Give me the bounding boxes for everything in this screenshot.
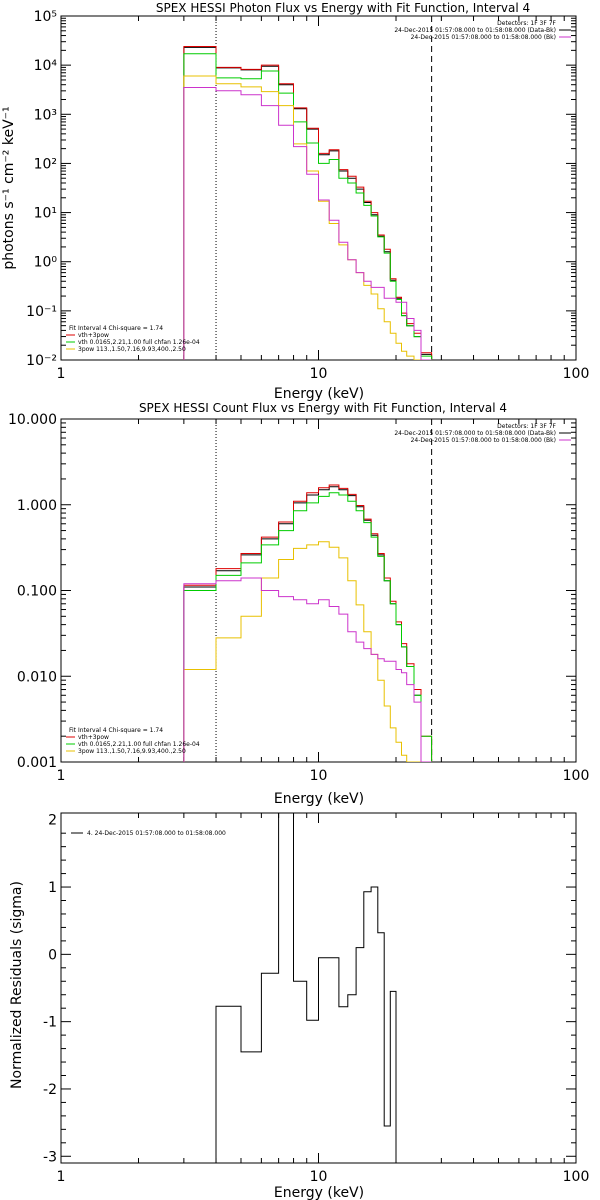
- y-tick-label: 0: [48, 947, 57, 963]
- series-data-bk: [183, 486, 433, 762]
- series-vth-3pow: [183, 484, 433, 762]
- y-tick-label: 1.000: [17, 498, 57, 514]
- y-tick-label: 10²: [34, 156, 57, 172]
- count-flux-panel: SPEX HESSI Count Flux vs Energy with Fit…: [8, 401, 590, 807]
- y-tick-label: 0.001: [17, 755, 57, 771]
- y-tick-label: 10⁵: [34, 9, 57, 25]
- legend-bottom-entry: Fit Interval 4 Chi-square = 1.74: [69, 325, 163, 332]
- x-tick-label: 10: [310, 768, 328, 784]
- legend-top-entry: 24-Dec-2015 01:57:08.000 to 01:58:08.000…: [394, 430, 556, 437]
- residuals-panel: Energy (keV) Normalized Residuals (sigma…: [9, 812, 590, 1200]
- y-tick-label: 1: [48, 880, 57, 896]
- series-data-bk: [183, 46, 433, 360]
- series-vth: [183, 53, 433, 360]
- plot-frame: [60, 418, 577, 763]
- series-vth-3pow: [183, 46, 433, 360]
- y-tick-label: 0.100: [17, 584, 57, 600]
- series-4-24-dec-2015-01-57-08-000-to-01-58-08-000: [215, 813, 397, 1163]
- x-tick-label: 100: [563, 768, 590, 784]
- legend-bottom-entry: vth+3pow: [78, 734, 109, 741]
- photon-flux-title: SPEX HESSI Photon Flux vs Energy with Fi…: [156, 1, 530, 15]
- series-layer: [183, 46, 433, 360]
- count-flux-title: SPEX HESSI Count Flux vs Energy with Fit…: [139, 401, 507, 415]
- legend-top-entry: 24-Dec-2015 01:57:08.000 to 01:58:08.000…: [394, 27, 556, 34]
- legend-bottom-entry: vth+3pow: [78, 332, 109, 339]
- series-vth: [183, 492, 433, 762]
- series-layer: [215, 813, 397, 1163]
- series-layer: [183, 484, 433, 762]
- y-tick-label: 10.000: [8, 412, 57, 428]
- series-bk: [183, 577, 433, 762]
- photon-flux-ylabel: photons s⁻¹ cm⁻² keV⁻¹: [1, 106, 17, 269]
- x-tick-label: 100: [563, 366, 590, 382]
- legend-bottom-entry: vth 0.0165,2.21,1.00 full chfan 1.26e-04: [78, 741, 200, 748]
- x-tick-label: 1: [57, 1169, 66, 1185]
- series-bk: [183, 87, 433, 360]
- legend-top-entry: 24-Dec-2015 01:57:08.000 to 01:58:08.000…: [411, 437, 556, 444]
- legend-top-entry: 24-Dec-2015 01:57:08.000 to 01:58:08.000…: [411, 34, 556, 41]
- y-tick-label: 10⁴: [34, 58, 58, 74]
- residuals-ylabel: Normalized Residuals (sigma): [9, 881, 25, 1089]
- legend-bottom-entry: Fit Interval 4 Chi-square = 1.74: [69, 727, 163, 734]
- y-tick-label: -1: [43, 1015, 57, 1031]
- y-tick-label: 10¹: [34, 206, 57, 222]
- legend-bottom-entry: 3pow 113.,1.50,7.16,9.93,400.,2.50: [78, 748, 186, 755]
- x-tick-label: 10: [310, 1169, 328, 1185]
- series-3pow: [183, 541, 433, 762]
- legend-bottom-entry: 3pow 113.,1.50,7.16,9.93,400.,2.50: [78, 346, 186, 353]
- photon-flux-xlabel: Energy (keV): [274, 386, 364, 402]
- y-tick-label: 10³: [34, 107, 57, 123]
- legend-entry: 4. 24-Dec-2015 01:57:08.000 to 01:58:08.…: [87, 830, 226, 837]
- y-tick-label: 2: [48, 813, 57, 829]
- y-tick-label: 10⁻²: [26, 353, 57, 369]
- x-tick-label: 1: [57, 768, 66, 784]
- legend-top-entry: Detectors: 1F 3F 7F: [497, 20, 556, 27]
- x-tick-label: 1: [57, 366, 66, 382]
- y-tick-label: -3: [43, 1149, 57, 1165]
- x-tick-label: 100: [563, 1169, 590, 1185]
- residuals-xlabel: Energy (keV): [274, 1185, 364, 1200]
- y-tick-label: 10⁰: [34, 255, 58, 271]
- y-tick-label: 10⁻¹: [26, 304, 57, 320]
- x-tick-label: 10: [310, 366, 328, 382]
- y-tick-label: -2: [43, 1082, 57, 1098]
- photon-flux-panel: SPEX HESSI Photon Flux vs Energy with Fi…: [1, 1, 590, 402]
- count-flux-xlabel: Energy (keV): [274, 791, 364, 807]
- y-tick-label: 0.010: [17, 669, 57, 685]
- legend-top-entry: Detectors: 1F 3F 7F: [497, 423, 556, 430]
- legend-bottom-entry: vth 0.0165,2.21,1.00 full chfan 1.26e-04: [78, 339, 200, 346]
